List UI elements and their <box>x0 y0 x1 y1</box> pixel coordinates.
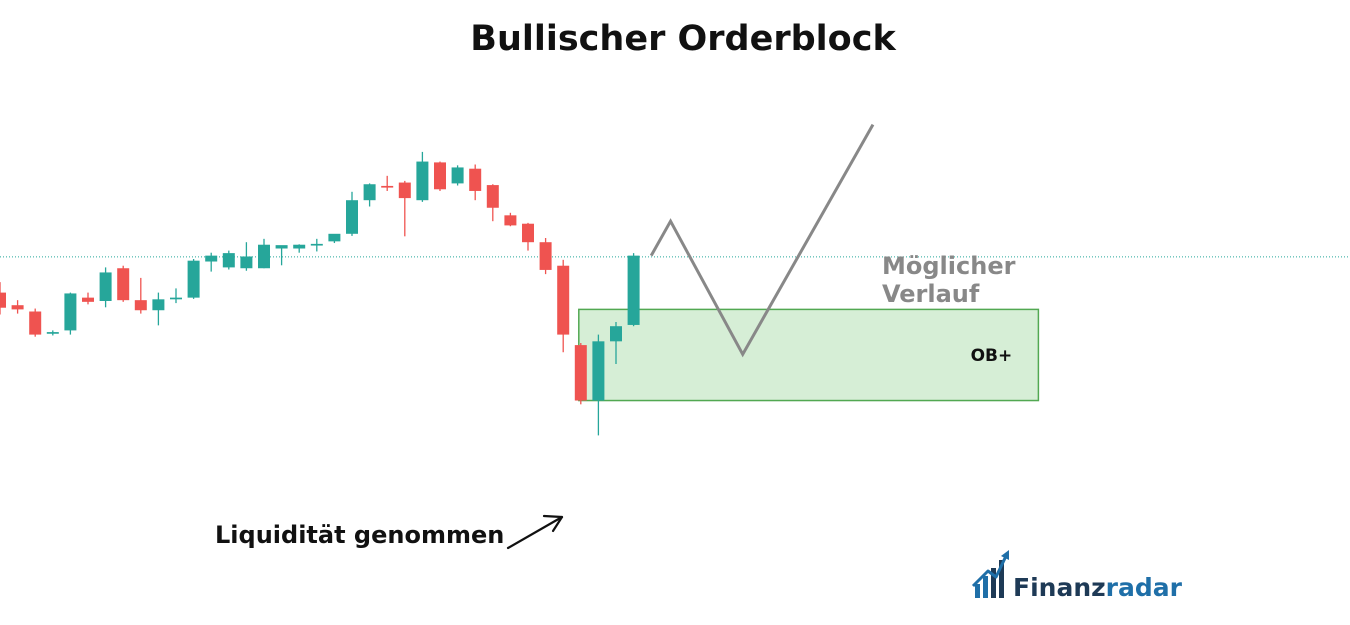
order-block-zone <box>578 308 1040 402</box>
projection-label-line1: Möglicher <box>882 252 1016 280</box>
candle-body-up <box>46 332 59 334</box>
candle-body-down <box>434 162 446 190</box>
order-block-label: OB+ <box>971 346 1013 366</box>
candle-body-up <box>152 299 165 311</box>
candle-body-up <box>416 161 429 201</box>
candle-body-down <box>117 268 130 301</box>
candle-body-down <box>504 215 517 226</box>
candle-body-up <box>363 184 376 201</box>
candle-body-up <box>451 167 464 184</box>
bar-chart-arrow-icon <box>971 550 1009 598</box>
candle-body-down <box>469 168 482 191</box>
annotation-arrow-icon <box>506 514 564 550</box>
candle-body-up <box>346 200 358 234</box>
candle-body-up <box>64 293 77 331</box>
brand-name-part2: radar <box>1106 573 1183 602</box>
candle-body-up <box>592 341 605 401</box>
brand-name-part1: Finanz <box>1013 573 1106 602</box>
candle-body-up <box>328 233 341 242</box>
brand-logo: Finanzradar <box>971 550 1183 602</box>
candle-body-down <box>539 242 552 270</box>
candle-body-down <box>486 185 499 208</box>
candle-body-up <box>222 253 235 268</box>
candle-body-up <box>99 272 112 301</box>
svg-text:Finanzradar: Finanzradar <box>1013 573 1183 602</box>
candle-body-down <box>11 305 24 310</box>
candle-body-up <box>258 244 270 269</box>
candles-group <box>0 151 640 436</box>
candle-body-up <box>627 255 640 325</box>
liquidity-annotation: Liquidität genommen <box>215 521 504 549</box>
projection-path <box>649 123 875 358</box>
candle-body-up <box>310 243 323 246</box>
candle-body-down <box>0 292 6 308</box>
candle-body-up <box>240 256 253 269</box>
candle-body-down <box>134 300 147 311</box>
candle-body-down <box>574 345 587 401</box>
chart-title: Bullischer Orderblock <box>470 19 896 59</box>
candle-body-down <box>557 265 570 335</box>
candle-body-down <box>381 185 394 188</box>
candle-body-up <box>187 260 200 298</box>
candle-body-up <box>170 297 182 300</box>
candle-body-down <box>29 311 42 335</box>
projection-label-line2: Verlauf <box>882 280 980 308</box>
candle-body-up <box>205 255 218 262</box>
candle-body-up <box>610 326 622 342</box>
candle-body-up <box>293 244 306 249</box>
candle-body-down <box>522 223 534 243</box>
candle-body-down <box>398 182 411 199</box>
candle-body-up <box>275 245 288 249</box>
candle-body-down <box>82 297 94 302</box>
